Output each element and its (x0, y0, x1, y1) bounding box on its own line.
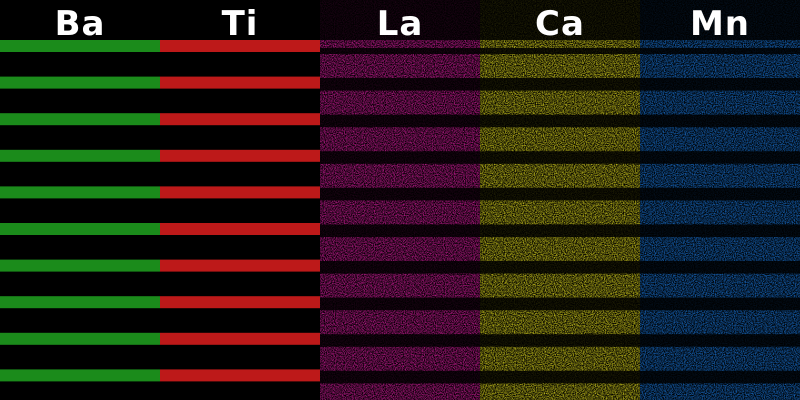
band-ca-top (480, 40, 640, 48)
band-mn-6 (640, 273, 800, 298)
stripe-ba-9 (0, 369, 160, 382)
stripe-ti-8 (160, 332, 320, 345)
stripe-ba-5 (0, 223, 160, 235)
band-ca-1 (480, 90, 640, 115)
stripe-ti-2 (160, 113, 320, 126)
band-ca-6 (480, 273, 640, 298)
band-mn-top (640, 40, 800, 48)
stripe-ti-5 (160, 223, 320, 235)
element-map-ba: Ba (0, 0, 160, 400)
stripe-ba-7 (0, 296, 160, 309)
band-la-4 (320, 200, 480, 225)
stripe-ti-1 (160, 76, 320, 89)
band-ca-2 (480, 127, 640, 152)
stripe-ba-4 (0, 186, 160, 199)
band-la-3 (320, 163, 480, 188)
element-map-ti: Ti (160, 0, 320, 400)
band-ca-7 (480, 310, 640, 335)
band-ca-8 (480, 346, 640, 371)
element-label-ba: Ba (54, 4, 106, 44)
element-label-ti: Ti (221, 4, 259, 44)
stripe-ba-6 (0, 259, 160, 272)
stripe-ba-8 (0, 332, 160, 345)
band-mn-8 (640, 346, 800, 371)
stripe-pattern-la (320, 0, 480, 400)
band-la-6 (320, 273, 480, 298)
element-map-mn: Mn (640, 0, 800, 400)
stripe-ba-3 (0, 149, 160, 162)
band-mn-0 (640, 54, 800, 78)
band-mn-3 (640, 163, 800, 188)
stripe-ti-0 (160, 40, 320, 52)
band-mn-1 (640, 90, 800, 115)
element-label-mn: Mn (689, 4, 751, 44)
stripe-ba-0 (0, 40, 160, 52)
stripe-ba-1 (0, 76, 160, 89)
band-mn-7 (640, 310, 800, 335)
element-map-la: La (320, 0, 480, 400)
stripe-ti-9 (160, 369, 320, 382)
band-ca-0 (480, 54, 640, 78)
band-la-1 (320, 90, 480, 115)
stripe-ba-2 (0, 113, 160, 126)
band-mn-5 (640, 237, 800, 261)
band-la-8 (320, 346, 480, 371)
band-la-5 (320, 237, 480, 261)
band-ca-5 (480, 237, 640, 261)
band-mn-4 (640, 200, 800, 225)
band-la-9 (320, 383, 480, 400)
stripe-ti-3 (160, 149, 320, 162)
stripe-ti-4 (160, 186, 320, 199)
band-la-0 (320, 54, 480, 78)
band-mn-9 (640, 383, 800, 400)
band-la-top (320, 40, 480, 48)
element-map-ca: Ca (480, 0, 640, 400)
band-mn-2 (640, 127, 800, 152)
stripe-pattern-mn (640, 0, 800, 400)
band-ca-9 (480, 383, 640, 400)
band-ca-3 (480, 163, 640, 188)
band-ca-4 (480, 200, 640, 225)
stripe-ti-6 (160, 259, 320, 272)
band-la-2 (320, 127, 480, 152)
element-label-la: La (376, 4, 424, 44)
band-la-7 (320, 310, 480, 335)
element-label-ca: Ca (535, 4, 585, 44)
stripe-pattern-ti (160, 40, 320, 382)
stripe-pattern-ba (0, 40, 160, 382)
stripe-ti-7 (160, 296, 320, 309)
stripe-pattern-ca (480, 0, 640, 400)
